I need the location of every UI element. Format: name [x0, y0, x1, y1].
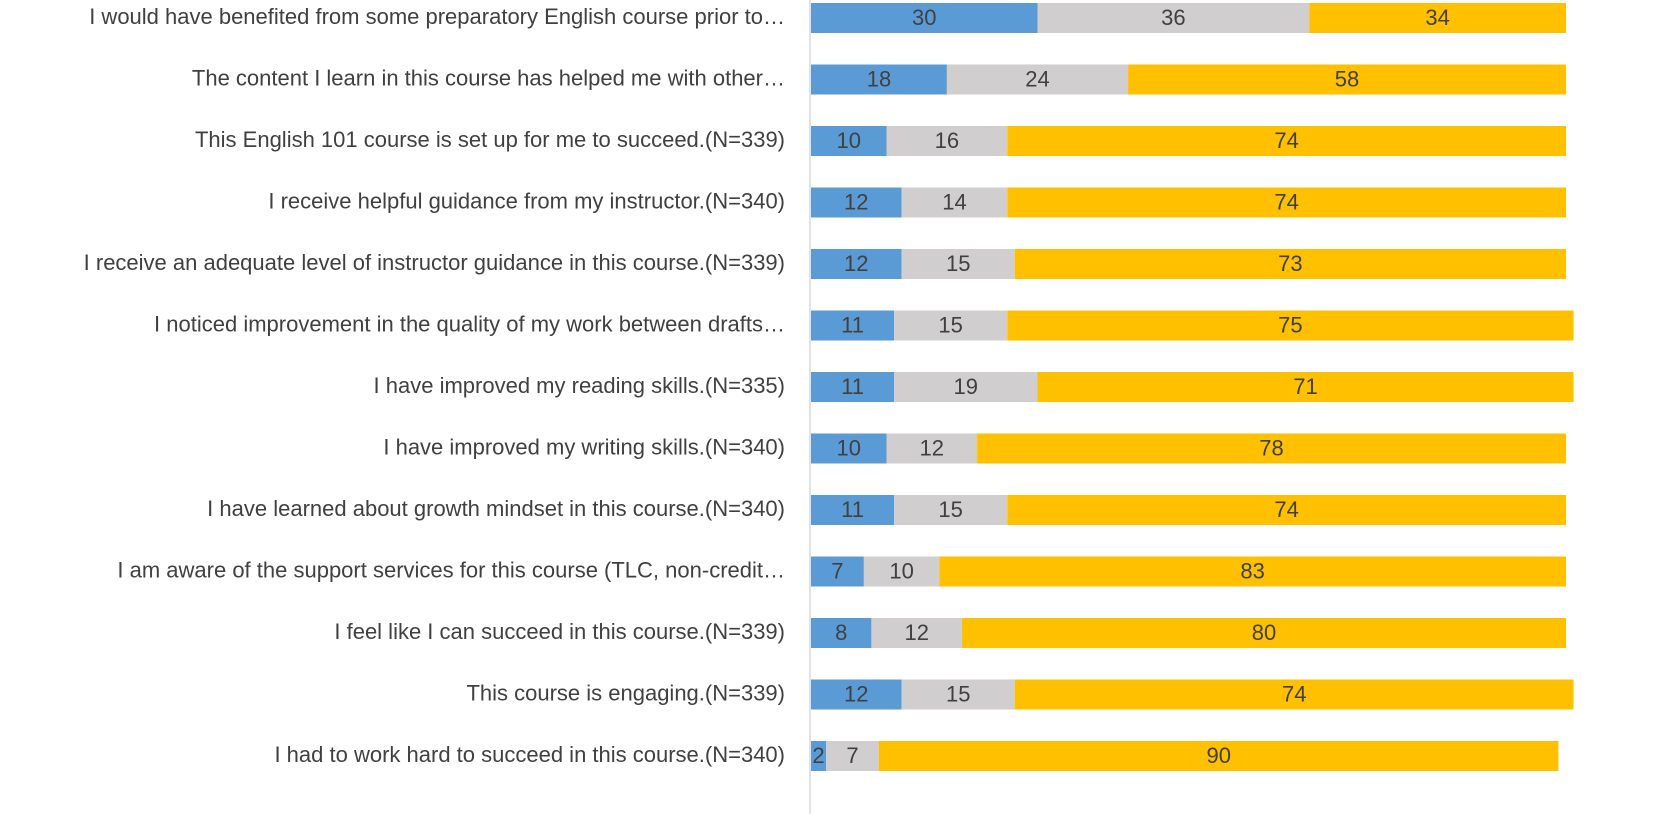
data-label: 15 — [938, 497, 962, 522]
data-label: 34 — [1425, 5, 1449, 30]
data-label: 58 — [1335, 66, 1359, 91]
bar-segment — [1037, 3, 1310, 33]
bar-segment — [811, 495, 895, 525]
data-label: 12 — [844, 189, 868, 214]
data-label: 18 — [867, 66, 891, 91]
bar-segment — [811, 618, 872, 648]
bar-segment — [1037, 372, 1574, 402]
bar-segment — [811, 310, 895, 341]
bar-segment — [1007, 310, 1574, 341]
data-label: 90 — [1206, 743, 1230, 768]
bar-segment — [1014, 249, 1566, 279]
category-label: The content I learn in this course has h… — [192, 65, 785, 90]
data-label: 12 — [844, 681, 868, 706]
data-label: 10 — [837, 128, 861, 153]
bar-segment — [946, 64, 1129, 95]
data-label: 16 — [935, 128, 959, 153]
bar-segment — [1007, 187, 1566, 218]
bar-segment — [901, 187, 1008, 218]
data-label: 30 — [912, 5, 936, 30]
data-label: 73 — [1278, 251, 1302, 276]
data-label: 8 — [835, 620, 847, 645]
data-label: 10 — [837, 435, 861, 460]
data-label: 10 — [889, 558, 913, 583]
bar-segment — [811, 679, 902, 710]
bar-segment — [886, 433, 978, 464]
data-label: 2 — [812, 743, 824, 768]
bar-segment — [894, 495, 1008, 525]
data-label: 74 — [1274, 497, 1298, 522]
category-label: I noticed improvement in the quality of … — [154, 311, 785, 336]
data-label: 36 — [1161, 5, 1185, 30]
category-label: I receive helpful guidance from my instr… — [268, 188, 785, 213]
category-label: I have improved my writing skills.(N=340… — [383, 434, 785, 459]
data-label: 24 — [1025, 66, 1049, 91]
data-label: 78 — [1259, 435, 1283, 460]
bar-segment — [939, 556, 1566, 587]
bar-segment — [1007, 126, 1566, 156]
bar-segment — [811, 372, 895, 402]
data-label: 11 — [841, 312, 864, 337]
data-label: 83 — [1240, 558, 1264, 583]
bar-segment — [901, 679, 1015, 710]
data-label: 11 — [841, 374, 864, 399]
bar-segment — [1007, 495, 1566, 525]
category-label: I have learned about growth mindset in t… — [207, 496, 785, 521]
data-label: 15 — [938, 312, 962, 337]
data-label: 74 — [1282, 681, 1306, 706]
data-label: 15 — [946, 251, 970, 276]
bar-segment — [894, 310, 1008, 341]
bar-segment — [811, 556, 864, 587]
data-label: 7 — [846, 743, 858, 768]
category-label: This course is engaging.(N=339) — [466, 680, 785, 705]
bar-segment — [811, 249, 902, 279]
data-label: 80 — [1252, 620, 1276, 645]
data-label: 12 — [904, 620, 928, 645]
bar-segment — [811, 433, 887, 464]
bar-segment — [811, 187, 902, 218]
bar-segment — [811, 741, 827, 771]
data-label: 75 — [1278, 312, 1302, 337]
data-label: 71 — [1293, 374, 1317, 399]
category-label: I feel like I can succeed in this course… — [334, 619, 785, 644]
bar-segment — [863, 556, 940, 587]
bar-segment — [901, 249, 1015, 279]
data-label: 12 — [844, 251, 868, 276]
category-label: I have improved my reading skills.(N=335… — [374, 373, 785, 398]
bar-segment — [886, 126, 1008, 156]
bar-segment — [811, 64, 947, 95]
bar-segment — [977, 433, 1566, 464]
data-label: 12 — [920, 435, 944, 460]
data-label: 19 — [954, 374, 978, 399]
category-label: I am aware of the support services for t… — [117, 557, 785, 582]
bar-segment — [1014, 679, 1574, 710]
bar-segment — [894, 372, 1038, 402]
category-label: This English 101 course is set up for me… — [195, 127, 785, 152]
bar-segment — [871, 618, 962, 648]
bar-segment — [811, 126, 887, 156]
bar-segment — [1128, 64, 1566, 95]
bar-segment — [1309, 3, 1566, 33]
bar-segment — [962, 618, 1566, 648]
bar-segment — [826, 741, 879, 771]
category-label: I had to work hard to succeed in this co… — [274, 742, 785, 767]
data-label: 15 — [946, 681, 970, 706]
bar-segment — [878, 741, 1559, 771]
bar-segment — [811, 3, 1038, 33]
data-label: 14 — [942, 189, 966, 214]
data-label: 11 — [841, 497, 864, 522]
data-label: 7 — [831, 558, 843, 583]
data-label: 74 — [1274, 189, 1298, 214]
data-label: 74 — [1274, 128, 1298, 153]
category-label: I would have benefited from some prepara… — [89, 4, 785, 29]
category-label: I receive an adequate level of instructo… — [84, 250, 785, 275]
